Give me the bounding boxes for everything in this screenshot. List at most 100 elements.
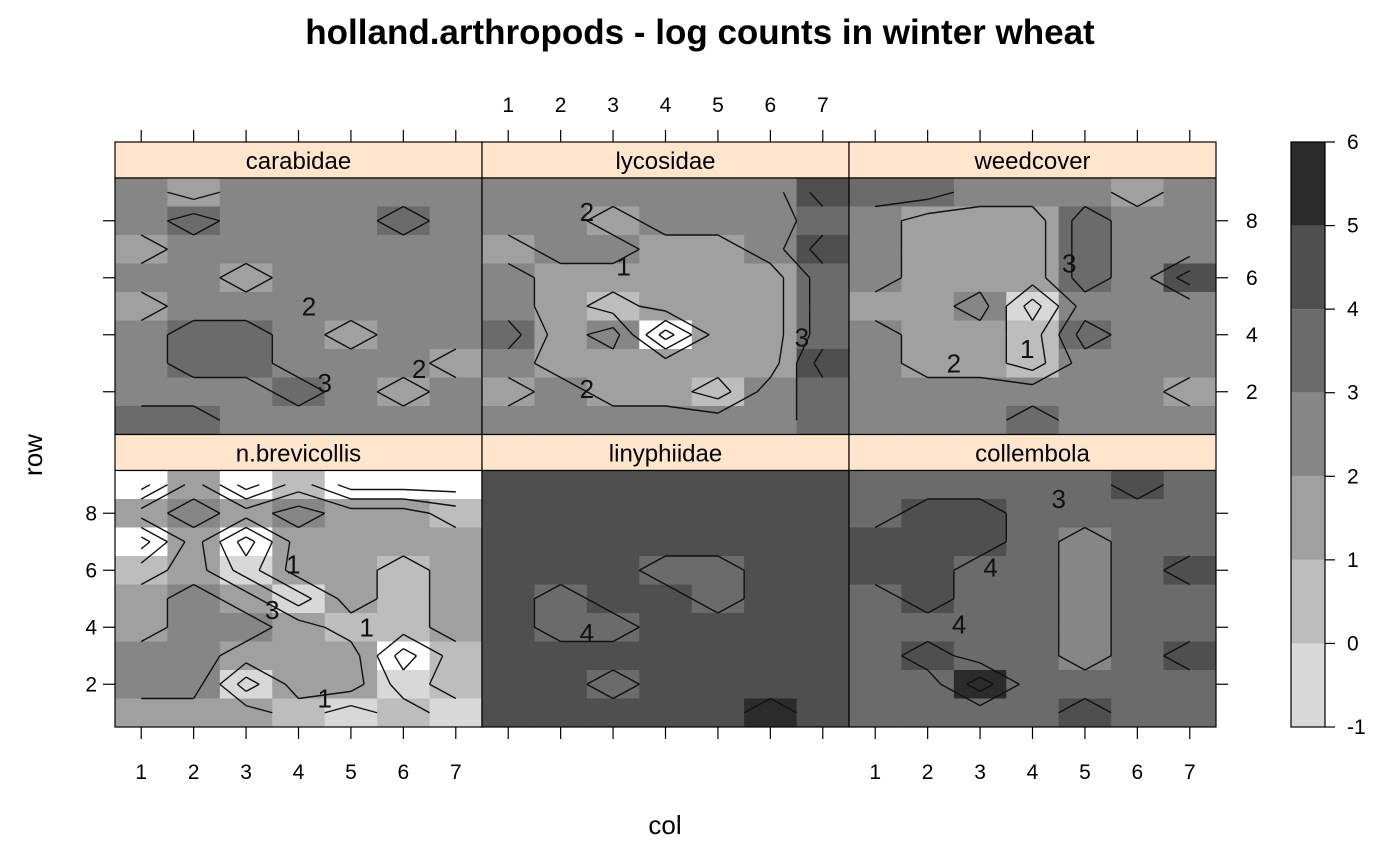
contour-segment: [403, 498, 456, 507]
contour-segment: [298, 619, 325, 628]
contour-segment: [507, 391, 535, 407]
contour-segment: [236, 683, 247, 692]
x-axis-label: col: [648, 810, 681, 840]
contour-segment: [1137, 484, 1164, 500]
contour-segment: [245, 277, 273, 293]
heat-cell: [1163, 178, 1217, 207]
heat-cell: [639, 292, 693, 321]
contour-segment: [245, 576, 286, 600]
contour-segment: [140, 234, 168, 250]
heat-cell: [167, 235, 221, 264]
heat-cell: [534, 641, 588, 671]
heat-cell: [796, 613, 850, 642]
x-tick-label: 3: [240, 761, 252, 784]
contour-segment: [403, 648, 417, 657]
heat-cell: [691, 263, 745, 293]
heat-cell: [796, 292, 850, 321]
heat-cell: [115, 584, 168, 614]
heat-cell: [167, 377, 221, 407]
heat-cell: [272, 584, 326, 614]
contour-label: 1: [359, 612, 373, 642]
heat-cell: [796, 377, 850, 407]
heat-cell: [272, 178, 326, 207]
heat-cell: [1006, 584, 1060, 614]
contour-segment: [350, 598, 378, 614]
contour-segment: [1058, 655, 1086, 671]
contour-label: 1: [286, 550, 300, 580]
heat-cell: [953, 377, 1007, 407]
contour-segment: [403, 633, 444, 657]
heat-cell: [1058, 292, 1112, 321]
heat-cell: [219, 698, 273, 728]
contour-segment: [429, 626, 457, 643]
contour-segment: [1176, 270, 1191, 279]
x-tick-label: 3: [974, 761, 986, 784]
y-tick-label: 4: [1246, 324, 1258, 347]
heat-cell: [534, 470, 588, 500]
contour-segment: [612, 334, 621, 350]
x-tick-label: 5: [1079, 761, 1091, 784]
contour-segment: [140, 541, 168, 564]
contour-segment: [376, 555, 404, 571]
x-tick-label: 4: [293, 761, 305, 784]
heat-cell: [219, 377, 273, 407]
colorbar-swatch: [1291, 559, 1325, 644]
heat-cell: [1111, 641, 1165, 671]
heat-cell: [324, 406, 378, 435]
heat-cell: [324, 349, 378, 378]
heat-cell: [167, 320, 221, 350]
heat-cell: [1058, 406, 1112, 435]
heat-cell: [691, 470, 745, 500]
contour-segment: [337, 484, 352, 491]
contour-segment: [324, 319, 352, 336]
contour-segment: [534, 583, 561, 600]
heat-cell: [639, 698, 693, 728]
y-tick-label: 8: [85, 502, 97, 525]
heat-cell: [796, 556, 850, 585]
contour-segment: [245, 683, 260, 692]
contour-segment: [507, 262, 535, 279]
contour-segment: [140, 484, 168, 500]
heat-cell: [272, 470, 326, 500]
contour-segment: [875, 198, 928, 208]
heat-cell: [901, 406, 955, 435]
heat-cell: [1058, 470, 1112, 500]
heat-cell: [849, 320, 902, 350]
contour-segment: [236, 536, 247, 543]
heat-cell: [1058, 235, 1112, 264]
heat-cell: [901, 377, 955, 407]
heat-cell: [115, 292, 168, 321]
contour-segment: [271, 391, 299, 407]
contour-segment: [979, 498, 1007, 514]
heat-cell: [1163, 206, 1217, 236]
x-tick-label: 4: [1027, 761, 1039, 784]
contour-segment: [638, 569, 666, 586]
heat-cell: [744, 556, 798, 585]
panel-carabidae: carabidae 2 3 2: [103, 130, 483, 436]
contour-segment: [979, 305, 990, 321]
heat-cell: [1006, 641, 1060, 671]
x-tick-label: 1: [502, 94, 514, 117]
heat-cell: [849, 698, 902, 728]
heat-cell: [796, 584, 850, 614]
contour-label: 4: [580, 618, 594, 648]
x-tick-label: 2: [555, 94, 567, 117]
heat-cell: [1006, 292, 1060, 321]
contour-segment: [658, 329, 666, 336]
contour-segment: [1110, 484, 1138, 500]
y-tick-label: 4: [85, 616, 97, 639]
contour-segment: [1023, 298, 1033, 307]
heat-cell: [691, 613, 745, 642]
contour-segment: [534, 362, 561, 379]
colorbar-swatch: [1291, 225, 1325, 310]
contour-segment: [586, 205, 614, 222]
heat-cell: [429, 470, 483, 500]
heat-cell: [534, 698, 588, 728]
heat-cell: [167, 263, 221, 293]
contour-segment: [612, 291, 640, 307]
colorbar-swatch: [1291, 476, 1325, 560]
heat-cell: [115, 499, 168, 528]
contour-segment: [953, 555, 981, 571]
contour-label: 1: [317, 684, 331, 714]
contour-segment: [756, 377, 771, 393]
